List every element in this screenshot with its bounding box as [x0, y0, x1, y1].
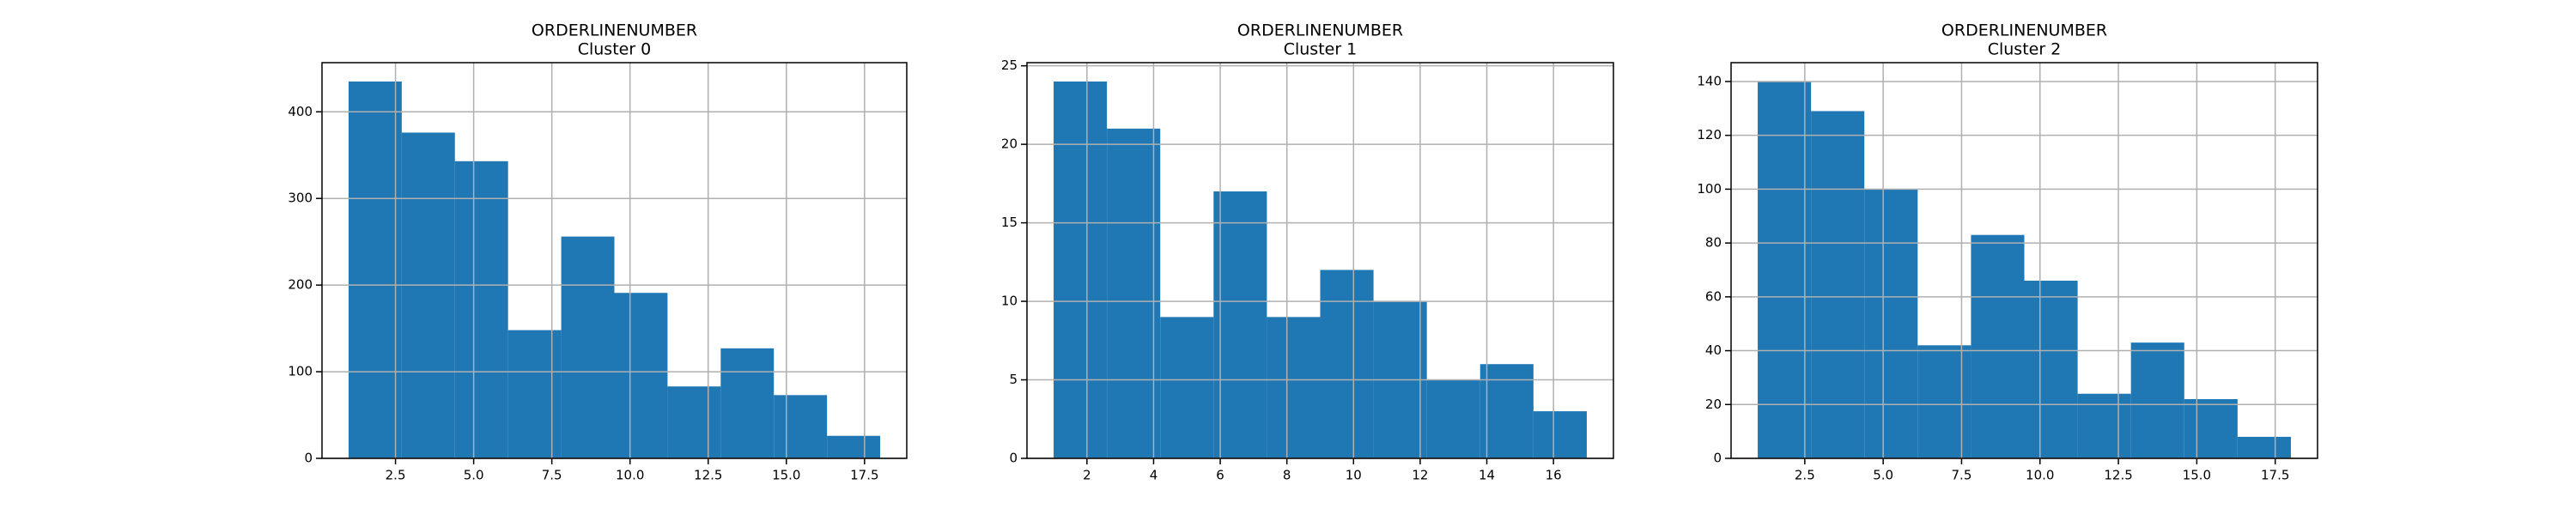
bar — [614, 293, 668, 458]
x-tick-label: 8 — [1283, 468, 1291, 483]
x-tick-label: 17.5 — [850, 468, 878, 483]
x-tick-label: 12.5 — [2104, 468, 2132, 483]
bar — [1107, 128, 1161, 459]
bar — [2024, 281, 2078, 458]
bar — [2130, 342, 2184, 458]
x-tick-label: 12.5 — [694, 468, 722, 483]
y-tick-label: 20 — [1705, 397, 1722, 412]
y-tick-label: 100 — [288, 364, 313, 379]
bar — [2184, 399, 2238, 458]
bar — [1864, 189, 1918, 458]
x-tick-label: 10.0 — [2026, 468, 2054, 483]
bar — [667, 386, 721, 458]
y-tick-label: 0 — [304, 451, 313, 466]
x-tick-label: 10 — [1346, 468, 1362, 483]
y-tick-label: 0 — [1009, 451, 1018, 466]
x-tick-label: 16 — [1546, 468, 1562, 483]
y-tick-label: 0 — [1713, 451, 1722, 466]
bar — [507, 330, 562, 458]
x-tick-label: 17.5 — [2261, 468, 2289, 483]
x-tick-label: 12 — [1412, 468, 1428, 483]
bar — [1320, 270, 1374, 458]
bar — [1811, 111, 1865, 458]
bar — [454, 161, 508, 459]
chart-title: ORDERLINENUMBER — [532, 21, 697, 40]
bar — [827, 435, 881, 458]
bar — [1426, 379, 1480, 458]
bar — [1054, 81, 1108, 458]
x-tick-label: 2.5 — [1795, 468, 1815, 483]
y-tick-label: 140 — [1697, 73, 1722, 88]
x-tick-label: 10.0 — [616, 468, 644, 483]
bar — [1758, 81, 1812, 458]
y-tick-label: 60 — [1705, 288, 1722, 304]
chart-title: ORDERLINENUMBER — [1941, 21, 2107, 40]
y-tick-label: 15 — [1001, 215, 1018, 230]
axes-frame — [1730, 62, 2318, 459]
chart-subtitle: Cluster 2 — [1988, 40, 2062, 59]
y-tick-label: 300 — [288, 191, 313, 206]
bar — [1971, 234, 2025, 458]
bar — [348, 81, 402, 458]
y-tick-label: 5 — [1009, 372, 1018, 387]
bar — [774, 395, 828, 458]
y-tick-label: 400 — [288, 104, 313, 119]
y-tick-label: 200 — [288, 277, 313, 293]
axes-frame — [321, 62, 908, 459]
bar — [2077, 393, 2131, 458]
bar — [2237, 436, 2291, 458]
x-tick-label: 15.0 — [2183, 468, 2211, 483]
y-tick-label: 25 — [1001, 58, 1018, 73]
y-tick-label: 100 — [1697, 181, 1722, 197]
bar — [720, 348, 775, 458]
x-tick-label: 5.0 — [464, 468, 484, 483]
bar — [1267, 317, 1321, 458]
x-tick-label: 7.5 — [1952, 468, 1972, 483]
bar — [1533, 411, 1587, 458]
bar — [401, 132, 455, 458]
x-tick-label: 4 — [1150, 468, 1158, 483]
axes-frame — [1026, 62, 1614, 459]
x-tick-label: 15.0 — [772, 468, 800, 483]
bar — [1479, 364, 1534, 458]
chart-title: ORDERLINENUMBER — [1237, 21, 1403, 40]
bar — [1917, 345, 1971, 458]
chart-subtitle: Cluster 0 — [578, 40, 652, 59]
bar — [1213, 191, 1267, 458]
bar — [1160, 317, 1214, 458]
bar — [561, 236, 615, 458]
chart-subtitle: Cluster 1 — [1284, 40, 1358, 59]
x-tick-label: 2 — [1083, 468, 1091, 483]
y-tick-label: 80 — [1705, 235, 1722, 251]
x-tick-label: 7.5 — [542, 468, 562, 483]
x-tick-label: 14 — [1479, 468, 1495, 483]
y-tick-label: 10 — [1001, 294, 1018, 309]
y-tick-label: 120 — [1697, 127, 1722, 142]
x-tick-label: 6 — [1216, 468, 1224, 483]
x-tick-label: 5.0 — [1873, 468, 1893, 483]
y-tick-label: 40 — [1705, 342, 1722, 358]
x-tick-label: 2.5 — [386, 468, 406, 483]
y-tick-label: 20 — [1001, 136, 1018, 152]
